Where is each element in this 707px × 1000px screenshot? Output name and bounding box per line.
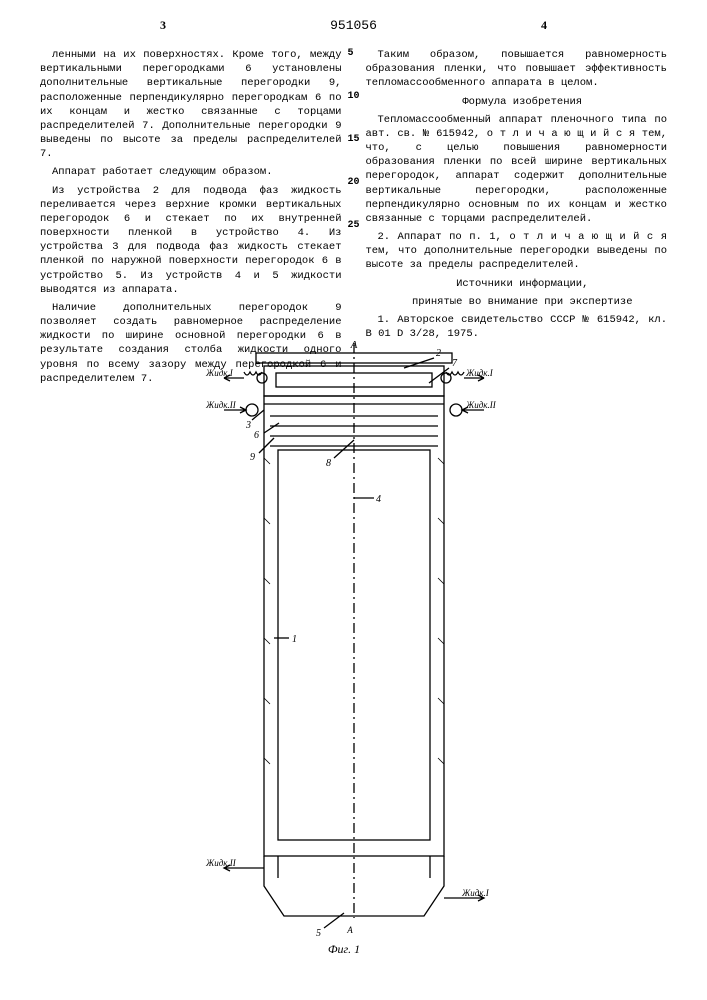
line-marker: 5 bbox=[347, 48, 359, 59]
ref-num: 6 bbox=[254, 430, 259, 441]
claims-heading: Формула изобретения bbox=[366, 95, 668, 109]
claim: 2. Аппарат по п. 1, о т л и ч а ю щ и й … bbox=[366, 230, 668, 273]
ref-num: 9 bbox=[250, 452, 255, 463]
document-number: 951056 bbox=[330, 18, 377, 33]
ref-num: 3 bbox=[245, 420, 251, 431]
ref-num: 1 bbox=[292, 634, 297, 645]
paragraph: Аппарат работает следующим образом. bbox=[40, 165, 342, 179]
page-number-right: 4 bbox=[541, 18, 547, 33]
label-liquid-2-right: Жидк.II bbox=[465, 400, 497, 410]
section-letter-bottom: A bbox=[346, 925, 353, 935]
page-number-left: 3 bbox=[160, 18, 166, 33]
line-marker: 25 bbox=[347, 220, 359, 231]
paragraph: ленными на их поверхностях. Кроме того, … bbox=[40, 48, 342, 161]
source-entry: 1. Авторское свидетельство СССР № 615942… bbox=[366, 313, 668, 341]
label-liquid-1-right: Жидк.I bbox=[465, 368, 494, 378]
ref-num: 4 bbox=[376, 494, 381, 505]
ref-num: 8 bbox=[326, 458, 331, 469]
label-liquid-1-outlet: Жидк.I bbox=[461, 888, 490, 898]
line-marker: 20 bbox=[347, 177, 359, 188]
line-number-gutter: 5 10 15 20 25 bbox=[347, 48, 359, 231]
ref-num: 2 bbox=[436, 348, 441, 359]
line-marker: 10 bbox=[347, 91, 359, 102]
label-liquid-1-left: Жидк.I bbox=[205, 368, 234, 378]
technical-drawing: A bbox=[204, 338, 504, 963]
figure-caption: Фиг. 1 bbox=[327, 942, 359, 956]
sources-heading: Источники информации, bbox=[366, 277, 668, 291]
paragraph: Таким образом, повышается равномерность … bbox=[366, 48, 668, 91]
ref-num: 5 bbox=[316, 928, 321, 939]
sources-subheading: принятые во внимание при экспертизе bbox=[366, 295, 668, 309]
claim: Тепломассообменный аппарат пленочного ти… bbox=[366, 113, 668, 226]
label-liquid-2-outlet: Жидк.II bbox=[205, 858, 237, 868]
label-liquid-2-left: Жидк.II bbox=[205, 400, 237, 410]
ref-num: 7 bbox=[452, 358, 458, 369]
paragraph: Из устройства 2 для подвода фаз жидкость… bbox=[40, 184, 342, 297]
apparatus-diagram-svg: A bbox=[204, 338, 504, 958]
line-marker: 15 bbox=[347, 134, 359, 145]
